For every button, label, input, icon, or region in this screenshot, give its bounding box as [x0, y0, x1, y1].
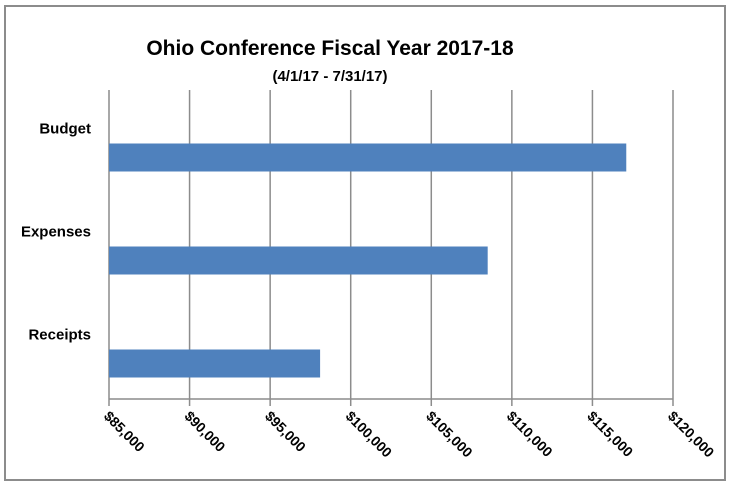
x-tick-label-0: $85,000 — [101, 408, 148, 455]
category-label-budget: Budget — [39, 121, 91, 138]
chart-frame — [4, 5, 726, 481]
x-tick-label-6: $115,000 — [584, 408, 636, 460]
category-label-expenses: Expenses — [21, 224, 91, 241]
x-tick-label-4: $105,000 — [423, 408, 476, 461]
bar-budget — [109, 143, 627, 172]
bars — [109, 143, 627, 378]
bar-receipts — [109, 349, 321, 378]
x-tick-label-2: $95,000 — [262, 408, 309, 455]
category-labels: Budget Expenses Receipts — [21, 121, 91, 344]
category-label-receipts: Receipts — [28, 327, 91, 344]
x-tick-label-1: $90,000 — [181, 408, 228, 455]
x-tick-label-7: $120,000 — [665, 408, 718, 461]
chart-title: Ohio Conference Fiscal Year 2017-18 — [146, 37, 514, 60]
bar-expenses — [109, 246, 488, 275]
chart-subtitle: (4/1/17 - 7/31/17) — [272, 68, 387, 85]
x-tick-label-3: $100,000 — [343, 408, 396, 461]
gridlines — [108, 90, 674, 406]
x-tick-labels: $85,000 $90,000 $95,000 $100,000 $105,000 $11… — [101, 408, 718, 461]
x-tick-label-5: $110,000 — [504, 408, 556, 460]
